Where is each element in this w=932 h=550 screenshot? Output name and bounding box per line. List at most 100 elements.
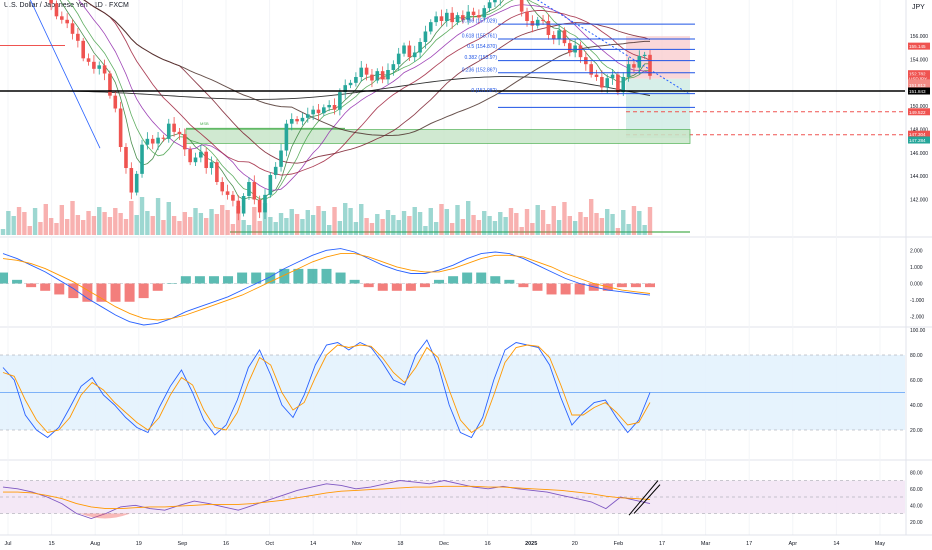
candle-body xyxy=(70,23,75,34)
volume-bar xyxy=(139,197,145,235)
candle-body xyxy=(418,41,422,53)
time-tick-label: 14 xyxy=(310,541,316,547)
stop-zone xyxy=(626,36,690,79)
candle-body xyxy=(557,30,561,39)
volume-bar xyxy=(32,208,38,235)
moving-average-line xyxy=(59,0,651,202)
volume-bar xyxy=(225,210,230,235)
candle-body xyxy=(354,76,358,83)
candle-body xyxy=(455,15,460,23)
candle-body xyxy=(348,82,353,86)
volume-bar xyxy=(353,222,359,235)
candle-body xyxy=(289,119,294,124)
candle-body xyxy=(193,157,198,163)
moving-average-line xyxy=(67,0,651,200)
volume-layer xyxy=(0,197,653,235)
candle-body xyxy=(300,117,305,122)
candle-body xyxy=(140,144,144,174)
macd-histogram-bar xyxy=(12,279,23,284)
volume-bar xyxy=(97,207,102,235)
candle-body xyxy=(118,108,123,148)
candle-body xyxy=(215,162,219,183)
volume-bar xyxy=(27,226,32,235)
rsi-tick-label: 20.00 xyxy=(910,520,923,526)
candle-body xyxy=(551,34,556,39)
volume-bar xyxy=(391,215,396,235)
volume-bar xyxy=(22,212,27,235)
time-tick-label: Apr xyxy=(789,541,798,547)
volume-bar xyxy=(631,206,637,235)
candle-body xyxy=(375,71,380,81)
time-tick-label: 16 xyxy=(485,541,491,547)
volume-bar xyxy=(134,215,139,235)
volume-bar xyxy=(16,207,22,235)
volume-bar xyxy=(107,217,113,235)
volume-bar xyxy=(375,214,380,235)
volume-bar xyxy=(621,210,626,235)
candle-body xyxy=(316,109,321,114)
macd-histogram-bar xyxy=(237,272,248,284)
candle-body xyxy=(327,105,331,108)
macd-histogram-bar xyxy=(448,276,459,284)
divergence-line xyxy=(628,480,659,516)
price-highlight-box xyxy=(908,136,930,144)
candle-body xyxy=(81,40,86,59)
candle-body xyxy=(166,123,171,139)
macd-histogram-bar xyxy=(560,283,571,295)
volume-bar xyxy=(637,211,642,235)
candle-body xyxy=(65,19,69,24)
volume-bar xyxy=(38,222,43,235)
volume-bar xyxy=(193,208,198,235)
candle-body xyxy=(525,11,529,21)
macd-tick-label: -1.000 xyxy=(910,298,924,304)
time-tick-label: Aug xyxy=(90,541,100,547)
macd-histogram-bar xyxy=(96,283,107,302)
candle-body xyxy=(225,191,230,195)
volume-bar xyxy=(460,219,466,235)
macd-histogram-bar xyxy=(490,276,501,284)
macd-histogram-bar xyxy=(166,283,177,284)
price-highlight-box xyxy=(908,70,930,78)
candle-body xyxy=(445,12,449,21)
volume-bar xyxy=(449,223,455,235)
rsi-tick-label: 40.00 xyxy=(910,503,923,509)
volume-bar xyxy=(540,210,546,235)
time-tick-label: 14 xyxy=(833,541,839,547)
volume-bar xyxy=(150,216,155,235)
zone-label: MSB xyxy=(200,121,209,126)
macd-histogram-bar xyxy=(293,268,304,284)
volume-bar xyxy=(514,213,519,235)
candle-body xyxy=(610,74,615,79)
moving-averages xyxy=(3,0,691,202)
candle-body xyxy=(97,65,102,69)
volume-bar xyxy=(102,212,107,235)
price-highlight-label: 155.145 xyxy=(909,44,926,49)
fib-level-label: 0.618 (155.761) xyxy=(462,33,498,39)
chart-annotation: MSB xyxy=(378,75,387,80)
volume-bar xyxy=(59,205,65,235)
candle-body xyxy=(493,0,497,3)
candle-body xyxy=(648,54,652,76)
price-highlight-box xyxy=(908,108,930,116)
macd-histogram-bar xyxy=(152,283,163,291)
candle-body xyxy=(252,182,257,200)
macd-histogram-bar xyxy=(462,272,473,284)
volume-bar xyxy=(337,221,343,235)
macd-histogram-bar xyxy=(630,283,641,288)
volume-bar xyxy=(465,201,471,235)
price-highlight-label: 149.522 xyxy=(909,110,926,115)
time-tick-label: 17 xyxy=(746,541,752,547)
candle-body xyxy=(600,76,604,88)
candle-body xyxy=(60,16,64,20)
volume-bar xyxy=(482,211,487,235)
volume-bar xyxy=(583,217,589,235)
candle-body xyxy=(423,31,428,42)
macd-histogram-bar xyxy=(110,283,121,302)
volume-bar xyxy=(348,208,353,235)
candle-body xyxy=(150,138,155,144)
volume-bar xyxy=(369,223,375,235)
volume-bar xyxy=(268,217,273,235)
fib-retracement[interactable]: 0.786 (157.029) 0.618 (155.761) 0.5 (154.8… xyxy=(462,0,695,108)
volume-bar xyxy=(123,219,129,235)
